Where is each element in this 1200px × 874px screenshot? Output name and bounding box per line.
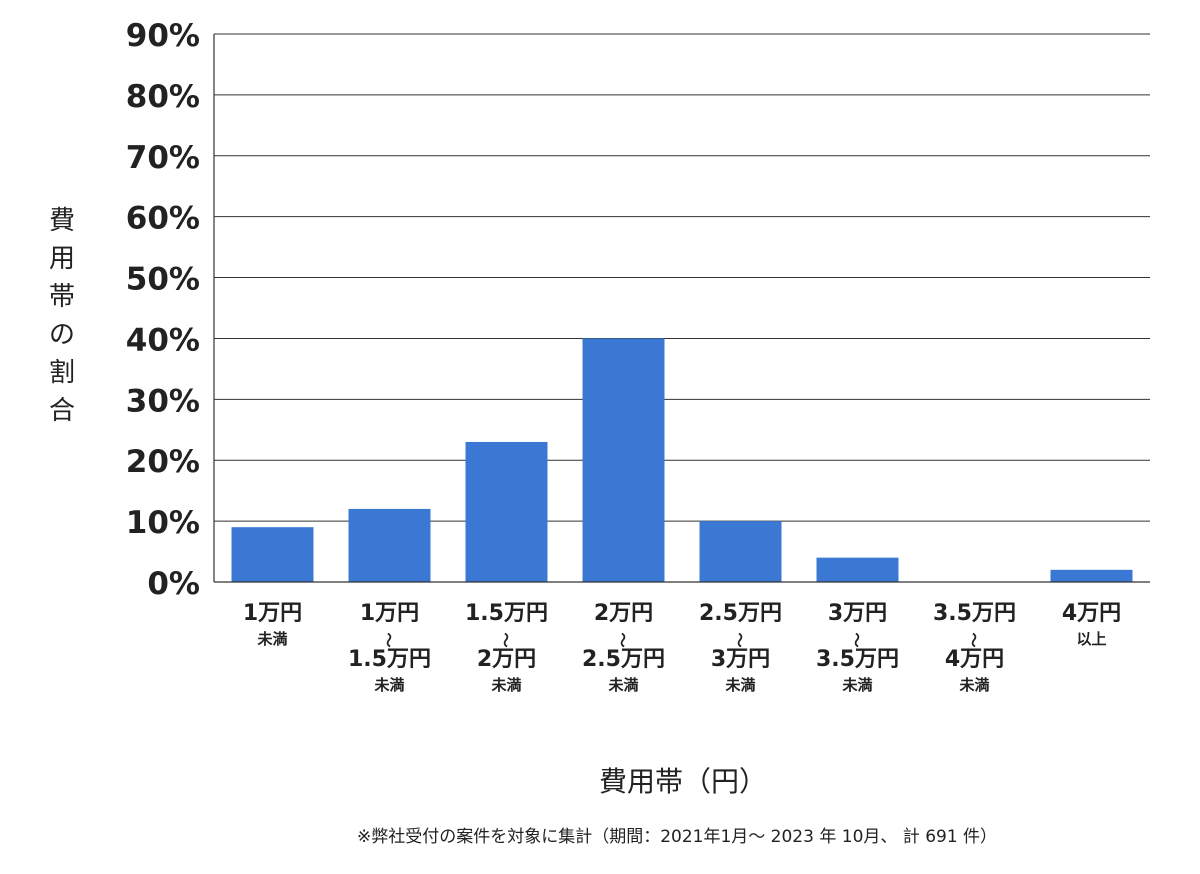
- x-tick-label: 未満: [490, 676, 521, 694]
- y-tick-label: 20%: [126, 444, 200, 480]
- x-tick-label: 1.5万円: [348, 647, 431, 672]
- x-tick-label: 2.5万円: [699, 601, 782, 626]
- x-tick-label: 未満: [256, 630, 287, 648]
- footnote: ※弊社受付の案件を対象に集計（期間：2021年1月～ 2023 年 10月、 計…: [357, 827, 997, 847]
- x-tick-label: 4万円: [945, 647, 1004, 672]
- y-tick-label: 80%: [126, 79, 200, 115]
- x-tick-label: ～: [848, 632, 866, 647]
- x-tick-label: 未満: [607, 676, 638, 694]
- y-axis-label-char: 用: [49, 244, 75, 274]
- x-tick-label: 4万円: [1062, 601, 1121, 626]
- x-tick-label: ～: [614, 632, 632, 647]
- x-tick-label: 2.5万円: [582, 647, 665, 672]
- x-axis-categories: 1万円未満1万円～1.5万円未満1.5万円～2万円未満2万円～2.5万円未満2.…: [243, 601, 1121, 694]
- axes: [213, 34, 1150, 583]
- bar: [231, 527, 314, 582]
- y-axis-label-char: 帯: [49, 282, 75, 312]
- x-axis-label: 費用帯（円）: [599, 765, 767, 798]
- y-axis-label-char: の: [49, 320, 75, 350]
- y-axis-label-char: 費: [49, 206, 75, 236]
- y-tick-label: 60%: [126, 201, 200, 237]
- x-tick-label: 以上: [1076, 630, 1106, 648]
- y-tick-label: 90%: [126, 18, 200, 54]
- bar: [348, 508, 431, 582]
- y-tick-label: 70%: [126, 140, 200, 176]
- x-tick-label: ～: [497, 632, 515, 647]
- bar: [465, 441, 548, 582]
- y-tick-label: 10%: [126, 505, 200, 541]
- x-tick-label: ～: [965, 632, 983, 647]
- x-tick-label: ～: [380, 632, 398, 647]
- x-tick-label: 未満: [841, 676, 872, 694]
- x-tick-label: 1.5万円: [465, 601, 548, 626]
- y-axis-label-char: 合: [49, 396, 75, 426]
- x-tick-label: 1万円: [360, 601, 419, 626]
- x-tick-label: 3.5万円: [933, 601, 1016, 626]
- x-tick-label: 3万円: [828, 601, 887, 626]
- y-tick-label: 50%: [126, 262, 200, 298]
- y-tick-label: 30%: [126, 383, 200, 419]
- x-tick-label: 1万円: [243, 601, 302, 626]
- x-tick-label: 3.5万円: [816, 647, 899, 672]
- x-tick-label: 未満: [958, 676, 989, 694]
- x-tick-label: 2万円: [594, 601, 653, 626]
- bar: [699, 521, 782, 582]
- x-tick-label: 3万円: [711, 647, 770, 672]
- y-tick-label: 0%: [147, 566, 200, 602]
- bars: [231, 338, 1133, 582]
- x-tick-label: ～: [731, 632, 749, 647]
- x-tick-label: 2万円: [477, 647, 536, 672]
- y-axis-label-char: 割: [49, 358, 75, 388]
- bar: [582, 338, 665, 582]
- y-tick-label: 40%: [126, 322, 200, 358]
- bar: [816, 557, 899, 582]
- x-tick-label: 未満: [724, 676, 755, 694]
- grid-lines: [214, 33, 1150, 522]
- x-tick-label: 未満: [373, 676, 404, 694]
- bar: [1050, 569, 1133, 582]
- y-axis-ticks: 0% 10% 20% 30% 40% 50% 60% 70% 80% 90%: [126, 18, 200, 602]
